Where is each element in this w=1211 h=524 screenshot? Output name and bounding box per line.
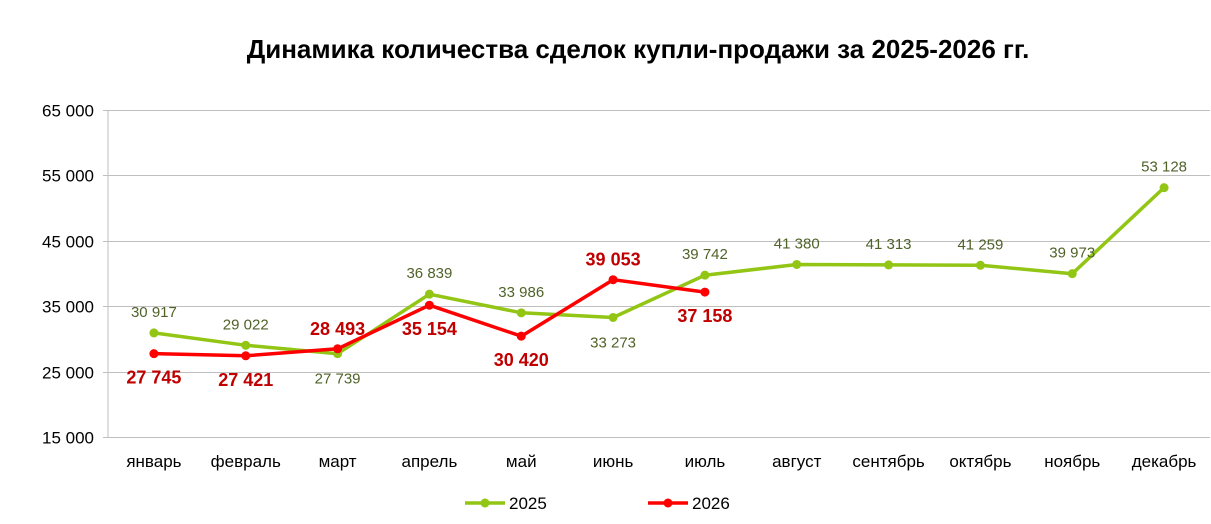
x-tick-label: сентябрь — [852, 452, 925, 471]
x-tick-label: апрель — [402, 452, 458, 471]
data-point-2025 — [884, 260, 894, 270]
data-point-2025 — [792, 259, 802, 269]
legend-marker-2025 — [480, 498, 490, 508]
data-point-2026 — [608, 275, 618, 285]
x-tick-label: ноябрь — [1044, 452, 1100, 471]
data-label-2025: 36 839 — [406, 265, 452, 282]
y-axis: 15 000 25 000 35 000 45 000 55 000 65 000 — [42, 102, 94, 448]
data-label-2025: 33 986 — [498, 284, 544, 301]
x-axis: январь февраль март апрель май июнь июль август… — [126, 452, 1196, 471]
chart-title: Динамика количества сделок купли-продажи… — [247, 34, 1030, 64]
data-label-2026: 28 493 — [310, 319, 365, 339]
x-tick-label: февраль — [211, 452, 281, 471]
data-point-2025 — [608, 312, 618, 322]
legend-marker-2026 — [663, 498, 673, 508]
series-line-2025 — [153, 186, 1166, 356]
data-point-2026 — [700, 287, 710, 297]
data-label-2025: 41 313 — [866, 236, 912, 253]
data-label-2025: 33 273 — [590, 334, 636, 351]
x-tick-label: декабрь — [1132, 452, 1197, 471]
data-label-2026: 37 158 — [677, 306, 732, 326]
y-tick-label: 45 000 — [42, 233, 94, 252]
data-label-2025: 27 739 — [315, 371, 361, 388]
data-point-2025 — [149, 328, 159, 338]
data-label-2026: 30 420 — [494, 350, 549, 370]
data-point-2025 — [424, 289, 434, 299]
data-point-2025 — [975, 260, 985, 270]
y-tick-label: 15 000 — [42, 429, 94, 448]
data-label-2025: 41 380 — [774, 235, 820, 252]
data-label-2026: 39 053 — [586, 250, 641, 270]
x-tick-label: май — [506, 452, 537, 471]
gridlines — [103, 110, 1210, 438]
data-label-2025: 30 917 — [131, 304, 177, 321]
data-labels: 30 917 29 022 27 739 36 839 33 986 33 273 39 7… — [126, 159, 1187, 390]
data-point-2025 — [700, 270, 710, 280]
y-tick-label: 65 000 — [42, 102, 94, 121]
data-label-2026: 27 745 — [126, 368, 181, 388]
data-point-2025 — [241, 340, 251, 350]
data-label-2025: 39 742 — [682, 246, 728, 263]
legend: 2025 2026 — [465, 494, 730, 513]
data-label-2025: 29 022 — [223, 316, 269, 333]
legend-label-2025: 2025 — [509, 494, 547, 513]
series-lines — [149, 183, 1169, 361]
y-tick-label: 25 000 — [42, 364, 94, 383]
data-point-2026 — [516, 331, 526, 341]
y-tick-label: 55 000 — [42, 167, 94, 186]
data-point-2026 — [333, 344, 343, 354]
data-label-2026: 35 154 — [402, 319, 457, 339]
x-tick-label: октябрь — [949, 452, 1011, 471]
x-tick-label: июль — [685, 452, 726, 471]
x-tick-label: август — [772, 452, 821, 471]
data-label-2025: 53 128 — [1141, 159, 1187, 176]
data-point-2026 — [149, 349, 159, 359]
data-point-2025 — [1067, 269, 1077, 279]
y-tick-label: 35 000 — [42, 298, 94, 317]
data-point-2026 — [424, 300, 434, 310]
x-tick-label: март — [319, 452, 357, 471]
data-label-2025: 39 973 — [1049, 245, 1095, 262]
data-point-2025 — [516, 308, 526, 318]
x-tick-label: январь — [126, 452, 181, 471]
data-point-2026 — [241, 351, 251, 361]
x-tick-label: июнь — [593, 452, 634, 471]
data-label-2025: 41 259 — [957, 236, 1003, 253]
legend-label-2026: 2026 — [692, 494, 730, 513]
data-point-2025 — [1159, 183, 1169, 193]
data-label-2026: 27 421 — [218, 370, 273, 390]
